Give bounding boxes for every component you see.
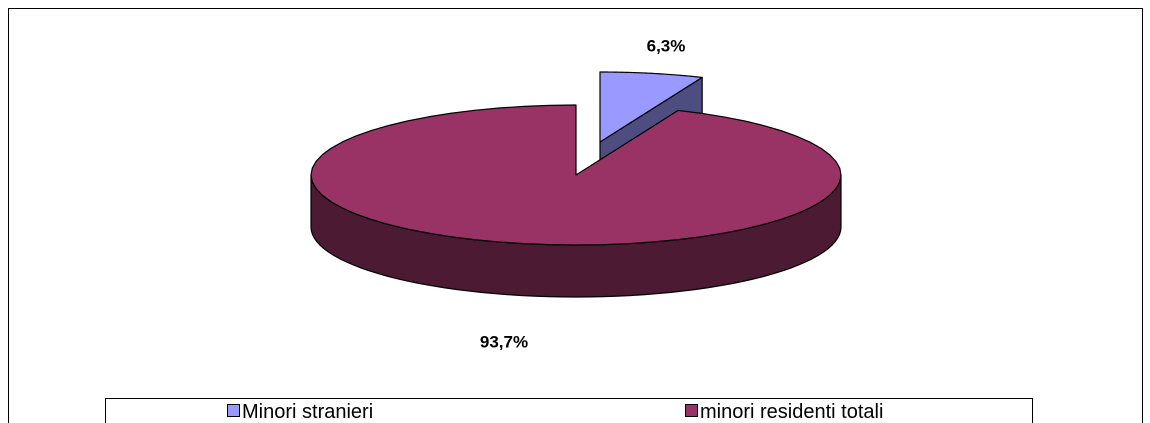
- slice: [310, 104, 842, 246]
- data-label: 93,7%: [480, 332, 528, 351]
- legend-box: [105, 398, 1033, 423]
- legend-label: minori residenti totali: [700, 401, 883, 423]
- legend-swatch: [685, 404, 698, 417]
- legend-label: Minori stranieri: [242, 401, 373, 423]
- slice: [599, 71, 703, 143]
- data-label: 6,3%: [647, 36, 686, 55]
- legend-swatch: [227, 404, 240, 417]
